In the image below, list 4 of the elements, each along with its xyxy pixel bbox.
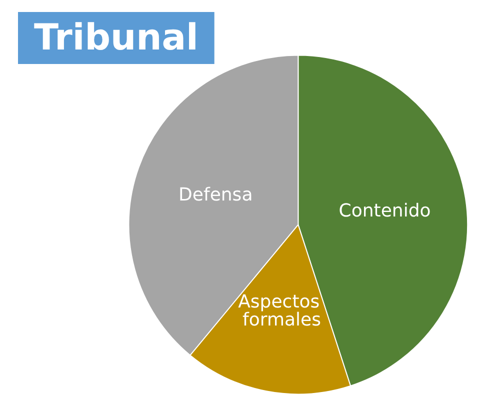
slice-label: Defensa [178, 184, 253, 206]
slice-label: Aspectos formales [238, 291, 326, 330]
chart-title: Tribunal [34, 18, 198, 58]
slice-label: Contenido [338, 200, 431, 222]
